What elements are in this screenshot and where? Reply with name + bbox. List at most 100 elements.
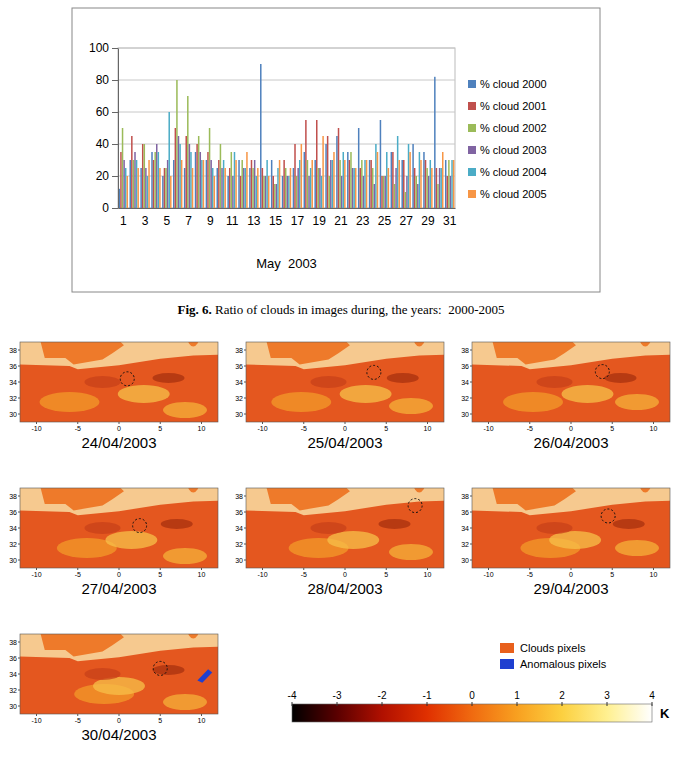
bar: [353, 168, 355, 208]
map-y-tick: [244, 350, 246, 351]
anomaly-circle: [120, 372, 134, 386]
map-y-tick-label: 34: [9, 379, 17, 386]
bar: [148, 160, 150, 208]
y-tick-label: 20: [96, 169, 110, 183]
bar: [369, 160, 371, 208]
map-y-tick-label: 32: [235, 541, 243, 548]
bar: [426, 168, 428, 208]
bar: [245, 168, 247, 208]
bar: [254, 160, 256, 208]
bar: [214, 176, 216, 208]
bar: [305, 120, 307, 208]
map-x-tick-label: -10: [483, 571, 493, 578]
map-image: [246, 488, 444, 568]
map-texture: [118, 385, 170, 403]
bar: [195, 152, 197, 208]
y-tick: 60: [96, 105, 118, 119]
x-tick-label: 3: [142, 214, 149, 228]
x-tick: 19: [312, 208, 326, 228]
map-x-tick-label: 5: [610, 425, 614, 432]
x-axis-title: May 2003: [256, 256, 317, 271]
grid: [118, 48, 455, 208]
bar: [445, 160, 447, 208]
bar: [394, 184, 396, 208]
x-tick: 3: [142, 208, 149, 228]
bar: [145, 168, 147, 208]
y-tick-mark: [112, 144, 118, 145]
grid-line: [118, 48, 455, 49]
legend-label: % cloud 2002: [480, 122, 547, 134]
bar: [431, 168, 433, 208]
x-tick-label: 25: [378, 214, 392, 228]
map-texture: [85, 376, 121, 388]
bar: [272, 176, 274, 208]
bar: [125, 168, 127, 208]
x-axis: 135791113151719212325272931: [119, 208, 457, 228]
map-y-tick-label: 32: [9, 687, 17, 694]
map-land: [20, 634, 218, 714]
x-tick: 15: [269, 208, 283, 228]
bar: [251, 160, 253, 208]
bar: [383, 176, 385, 208]
colorbar-tick-label: -3: [333, 690, 342, 701]
map-x-tick: [488, 568, 489, 570]
map-y-tick: [244, 528, 246, 529]
map-y-tick: [18, 512, 20, 513]
map-x-tick: [119, 714, 120, 716]
y-tick-mark: [112, 208, 118, 209]
bar: [451, 160, 453, 208]
bar: [328, 176, 330, 208]
bar: [377, 152, 379, 208]
map-texture: [85, 668, 121, 680]
x-tick-label: 21: [334, 214, 348, 228]
bar: [384, 176, 386, 208]
bar: [147, 176, 149, 208]
map-y-tick: [470, 382, 472, 383]
bar: [419, 152, 421, 208]
bar: [162, 176, 164, 208]
anomaly-circle: [153, 661, 167, 675]
map-y-tick-label: 30: [9, 703, 17, 710]
bar: [175, 128, 177, 208]
map-texture: [389, 398, 433, 414]
legend-label: % cloud 2004: [480, 166, 547, 178]
map-date: 26/04/2003: [533, 434, 608, 451]
bar: [434, 77, 436, 208]
map-y-tick-label: 36: [9, 655, 17, 662]
bar: [165, 168, 167, 208]
x-tick-label: 5: [163, 214, 170, 228]
x-tick: 31: [443, 208, 457, 228]
bar: [234, 152, 236, 208]
x-tick-label: 1: [120, 214, 127, 228]
bar: [249, 168, 251, 208]
bar: [401, 160, 403, 208]
map-legend-label: Clouds pixels: [520, 642, 586, 654]
map-x-tick-label: 0: [117, 425, 121, 432]
map-land: [246, 342, 444, 422]
colorbar-tick: [382, 702, 383, 706]
anomaly-circle: [133, 519, 147, 533]
plot-wall: [118, 48, 455, 208]
anomaly-circle: [367, 365, 381, 379]
map-x-tick: [303, 422, 304, 424]
bar: [283, 160, 285, 208]
map-image: [20, 634, 218, 714]
y-tick-label: 0: [102, 201, 109, 215]
map-y-tick: [244, 512, 246, 513]
bar: [227, 176, 229, 208]
bar: [122, 128, 124, 208]
y-tick-label: 40: [96, 137, 110, 151]
bar: [364, 160, 366, 208]
bar-series: [127, 136, 455, 208]
map-x-tick: [529, 422, 530, 424]
bar: [408, 144, 410, 208]
bar: [423, 152, 425, 208]
map-y-tick-label: 32: [461, 395, 469, 402]
bar: [123, 160, 125, 208]
bar: [130, 160, 132, 208]
map-x-tick: [77, 422, 78, 424]
x-tick-label: 31: [443, 214, 457, 228]
bar: [397, 136, 399, 208]
map-texture: [537, 376, 573, 388]
colorbar-tick: [517, 702, 518, 706]
